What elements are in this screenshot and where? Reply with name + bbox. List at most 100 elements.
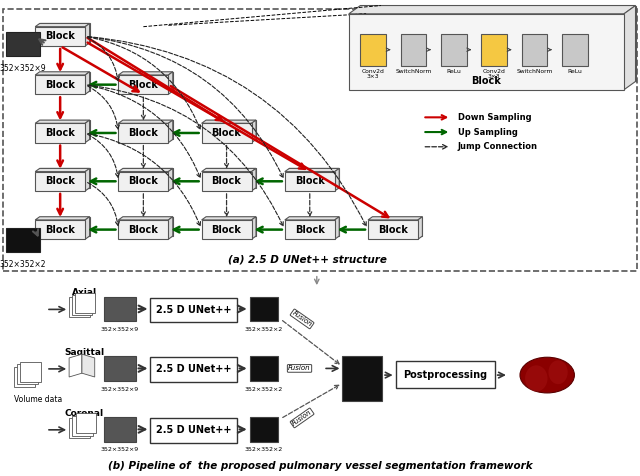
Text: Block: Block — [212, 128, 241, 138]
Text: ReLu: ReLu — [446, 69, 461, 74]
Text: Block: Block — [129, 79, 158, 89]
Polygon shape — [40, 217, 90, 236]
Bar — [250, 356, 278, 381]
Text: Block: Block — [45, 176, 75, 186]
Text: Block: Block — [212, 225, 241, 235]
Text: 352×352×9: 352×352×9 — [0, 64, 46, 73]
Text: (b) Pipeline of  the proposed pulmonary vessel segmentation framework: (b) Pipeline of the proposed pulmonary v… — [108, 460, 532, 471]
Ellipse shape — [520, 357, 575, 393]
Text: Block: Block — [212, 176, 241, 186]
Bar — [250, 297, 278, 321]
Ellipse shape — [548, 360, 568, 384]
Text: Block: Block — [129, 225, 158, 235]
Polygon shape — [85, 23, 90, 46]
Text: SwitchNorm: SwitchNorm — [516, 69, 552, 74]
Text: 352×352×2: 352×352×2 — [244, 447, 283, 453]
Bar — [35, 220, 85, 239]
Text: ReLu: ReLu — [567, 69, 582, 74]
Polygon shape — [418, 217, 422, 239]
Polygon shape — [202, 169, 256, 172]
Polygon shape — [40, 169, 90, 188]
Polygon shape — [35, 23, 90, 27]
Polygon shape — [40, 72, 90, 91]
Bar — [76, 413, 96, 433]
Text: 2.5 D UNet++: 2.5 D UNet++ — [156, 305, 231, 315]
Polygon shape — [372, 217, 422, 236]
Polygon shape — [360, 6, 636, 81]
Bar — [522, 34, 547, 66]
Bar — [72, 416, 93, 436]
Text: Block: Block — [129, 176, 158, 186]
Text: Down Sampling: Down Sampling — [458, 113, 531, 122]
Polygon shape — [35, 120, 90, 123]
Polygon shape — [335, 217, 339, 239]
Bar — [20, 362, 41, 382]
Bar — [118, 220, 168, 239]
Polygon shape — [35, 217, 90, 220]
Polygon shape — [285, 169, 339, 172]
Polygon shape — [118, 169, 173, 172]
Polygon shape — [252, 120, 256, 143]
Text: Block: Block — [45, 225, 75, 235]
Text: Block: Block — [378, 225, 408, 235]
Polygon shape — [35, 169, 90, 172]
Text: 2.5 D UNet++: 2.5 D UNet++ — [156, 364, 231, 375]
Bar — [104, 356, 136, 381]
Bar — [35, 27, 85, 46]
Bar — [35, 123, 85, 143]
Text: Block: Block — [45, 31, 75, 41]
Polygon shape — [349, 6, 636, 14]
Bar — [250, 417, 278, 442]
Text: Block: Block — [472, 77, 501, 87]
Bar — [72, 295, 93, 315]
Bar — [6, 228, 40, 252]
Bar — [441, 34, 467, 66]
Polygon shape — [123, 72, 173, 91]
Bar — [118, 172, 168, 191]
Bar — [104, 297, 136, 321]
Bar — [202, 123, 252, 143]
Polygon shape — [289, 217, 339, 236]
Text: Up Sampling: Up Sampling — [458, 128, 518, 137]
Bar — [202, 172, 252, 191]
Polygon shape — [85, 72, 90, 94]
Bar — [69, 418, 90, 438]
Bar — [150, 357, 237, 382]
Bar — [35, 75, 85, 94]
Bar — [481, 34, 507, 66]
Polygon shape — [69, 354, 82, 377]
Polygon shape — [624, 6, 636, 89]
Bar — [14, 367, 35, 387]
Bar — [118, 123, 168, 143]
Polygon shape — [118, 72, 173, 75]
Bar — [396, 361, 495, 388]
Polygon shape — [289, 169, 339, 188]
Text: 352×352×9: 352×352×9 — [100, 327, 139, 332]
Polygon shape — [118, 217, 173, 220]
Text: 352×352×2: 352×352×2 — [244, 327, 283, 332]
Polygon shape — [206, 217, 256, 236]
Polygon shape — [82, 354, 95, 377]
Polygon shape — [202, 120, 256, 123]
Bar — [6, 32, 40, 56]
Text: (a) 2.5 D UNet++ structure: (a) 2.5 D UNet++ structure — [228, 255, 387, 265]
Polygon shape — [206, 169, 256, 188]
Text: Volume data: Volume data — [14, 395, 62, 404]
Bar — [342, 356, 382, 401]
Ellipse shape — [525, 366, 548, 391]
Text: SwitchNorm: SwitchNorm — [396, 69, 431, 74]
Polygon shape — [168, 169, 173, 191]
Polygon shape — [206, 120, 256, 139]
Polygon shape — [252, 217, 256, 239]
Text: Block: Block — [45, 79, 75, 89]
Bar — [150, 418, 237, 443]
Bar — [360, 34, 386, 66]
Polygon shape — [285, 217, 339, 220]
Text: Coronal: Coronal — [65, 409, 104, 417]
Polygon shape — [40, 23, 90, 43]
Text: Block: Block — [295, 176, 324, 186]
Polygon shape — [85, 120, 90, 143]
Text: Fusion: Fusion — [291, 310, 313, 328]
Polygon shape — [335, 169, 339, 191]
Polygon shape — [252, 169, 256, 191]
